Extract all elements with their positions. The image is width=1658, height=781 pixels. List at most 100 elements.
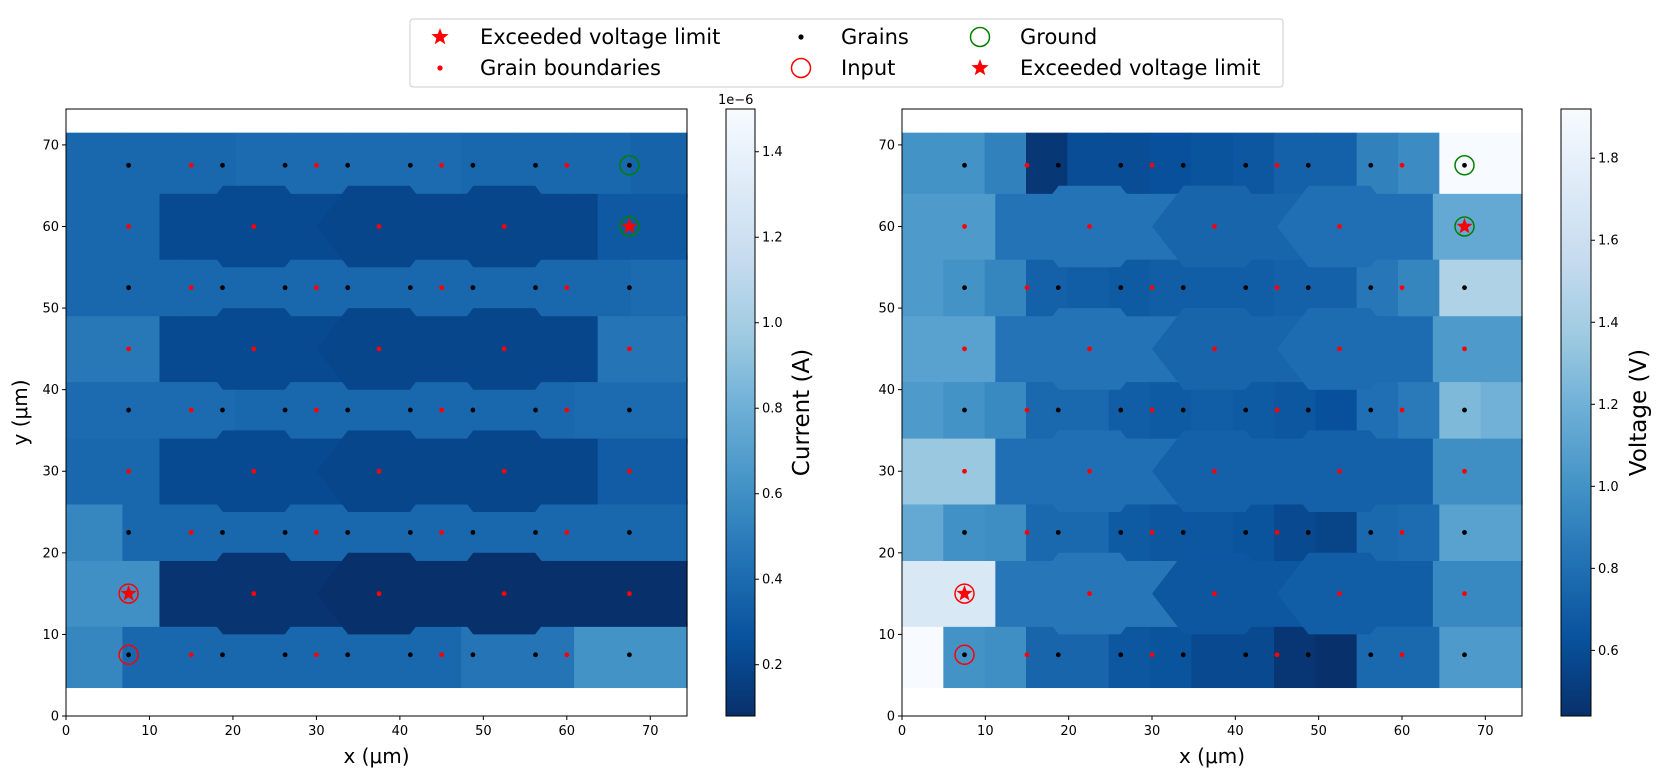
heatmap-cell (1480, 132, 1523, 199)
current-plot-frame (65, 108, 688, 717)
grain-boundary-point (439, 407, 445, 413)
ground-marker (1454, 155, 1475, 176)
heatmap-cell (1480, 622, 1523, 689)
x-tick-label: 30 (1144, 724, 1161, 739)
grain-boundary-point (627, 346, 632, 352)
y-tick-label: 70 (42, 138, 59, 153)
grain-point (627, 652, 632, 658)
y-tick-label: 0 (887, 710, 895, 725)
heatmap-cell (902, 622, 944, 689)
grain-boundary-point (376, 346, 382, 352)
grain-boundary-point (1337, 346, 1342, 352)
grain-point (533, 285, 538, 291)
y-tick-label: 50 (878, 302, 895, 317)
heatmap-cell (66, 193, 161, 260)
heatmap-cell (404, 255, 462, 321)
grain-boundary-point (1399, 285, 1405, 291)
grain-boundary-point (564, 652, 570, 658)
heatmap-cell (404, 622, 462, 689)
grain-boundary-point (251, 224, 257, 229)
grain-boundary-point (564, 162, 570, 168)
heatmap-cell (984, 622, 1027, 689)
exceeded-voltage-marker (1456, 218, 1473, 234)
heatmap-cell (902, 438, 996, 505)
input-marker (954, 583, 975, 604)
legend-label-input: Input (841, 56, 895, 80)
grain-point (126, 162, 132, 168)
grain-point (1118, 530, 1124, 535)
heatmap-cell (902, 560, 996, 627)
grain-point (470, 285, 476, 291)
grain-boundary-point (188, 652, 194, 658)
grain-boundary-point (1087, 591, 1092, 597)
grain-point (220, 162, 225, 168)
heatmap-cell (1439, 377, 1482, 444)
heatmap-cell (1439, 622, 1482, 689)
grain-point (282, 162, 288, 168)
heatmap-cell (291, 377, 349, 444)
grain-point (962, 530, 967, 535)
grain-point (1462, 652, 1467, 658)
grain-point (407, 285, 413, 291)
heatmap-cell (1439, 132, 1482, 199)
heatmap-cell (574, 377, 632, 444)
x-tick-label: 50 (1310, 724, 1327, 739)
grain-point (345, 530, 351, 535)
heatmap-cell (1439, 255, 1482, 321)
heatmap-cell (630, 499, 688, 566)
grain-boundary-point (1024, 407, 1030, 413)
grain-boundary-point (962, 468, 967, 474)
legend-item-input (790, 57, 812, 79)
grain-boundary-point (962, 346, 967, 352)
heatmap-cell (1439, 499, 1482, 566)
grain-boundary-point (1462, 591, 1467, 597)
grain-point (1243, 285, 1249, 291)
x-tick-label: 60 (559, 724, 576, 739)
heatmap-cell (902, 193, 996, 260)
grain-boundary-point (501, 591, 507, 597)
heatmap-cell (574, 132, 632, 199)
colorbar-tick-label: 0.8 (762, 402, 783, 417)
grain-boundary-point (1212, 591, 1217, 597)
y-tick-label: 40 (42, 383, 59, 398)
exceeded-voltage-marker (956, 585, 973, 601)
legend-frame (409, 18, 1284, 88)
legend-label-exceeded-voltage-limit-2: Exceeded voltage limit (1020, 56, 1260, 80)
voltage-x-axis-label: x (μm) (1179, 744, 1245, 768)
y-tick-label: 60 (878, 220, 895, 235)
legend-label-grains: Grains (841, 25, 909, 49)
grain-point (1180, 285, 1186, 291)
grain-point (220, 652, 225, 658)
grain-boundary-point (1274, 530, 1280, 535)
grain-point (627, 285, 632, 291)
heatmap-cell (291, 132, 349, 199)
legend-label-grain-boundaries: Grain boundaries (480, 56, 661, 80)
grain-point (533, 530, 538, 535)
heatmap-cell (66, 316, 161, 383)
grain-boundary-point (439, 285, 445, 291)
current-colorbar-offset-text: 1e−6 (718, 93, 753, 108)
grain-point (962, 407, 967, 413)
grain-point (282, 652, 288, 658)
x-tick-label: 60 (1394, 724, 1411, 739)
heatmap-cell (404, 499, 462, 566)
heatmap-cell (630, 132, 688, 199)
grain-boundary-point (251, 346, 257, 352)
legend-label-exceeded-voltage-limit: Exceeded voltage limit (480, 25, 720, 49)
y-tick-label: 50 (42, 302, 59, 317)
heatmap-cell (630, 622, 688, 689)
current-x-ticks: 0 10 20 30 40 50 60 70 (62, 716, 659, 739)
grain-point (220, 285, 225, 291)
voltage-x-ticks: 0 10 20 30 40 50 60 70 (898, 716, 1494, 739)
grain-point (470, 530, 476, 535)
y-tick-label: 70 (878, 138, 895, 153)
grain-point (126, 285, 132, 291)
grain-boundary-point (1024, 652, 1030, 658)
legend-item-grain-boundaries (437, 65, 443, 71)
colorbar-tick-label: 0.6 (762, 487, 783, 502)
grain-point (1305, 162, 1311, 168)
heatmap-cell (66, 377, 124, 444)
heatmap-cell (1480, 377, 1523, 444)
grain-boundary-point (1087, 468, 1092, 474)
heatmap-cell (630, 377, 688, 444)
